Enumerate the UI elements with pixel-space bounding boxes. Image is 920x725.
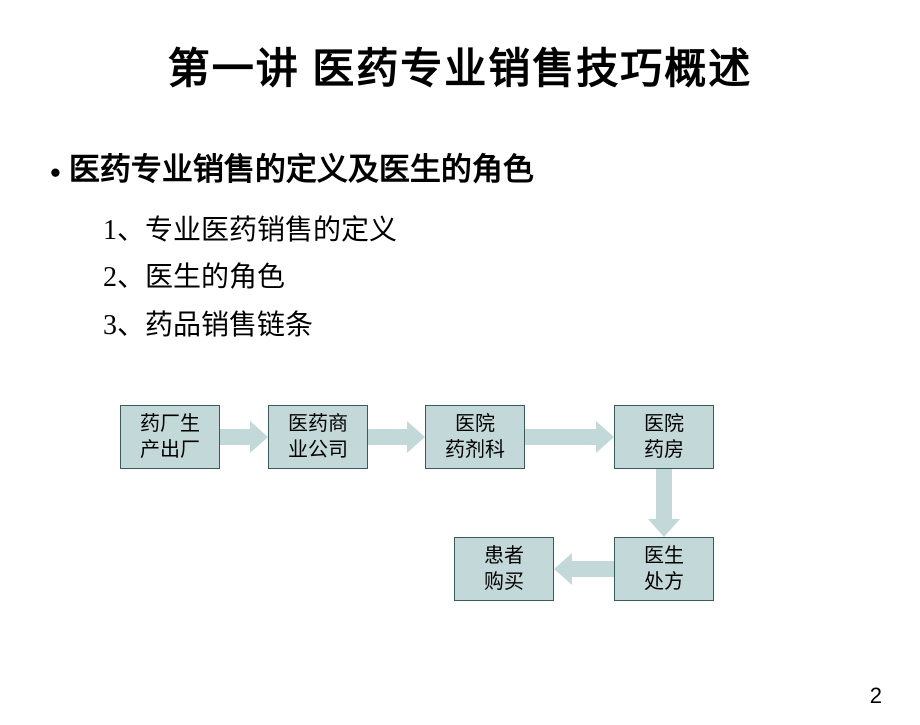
flowchart-node: 医生 处方 xyxy=(614,537,714,601)
flowchart-node: 患者 购买 xyxy=(454,537,554,601)
arrow-right-icon xyxy=(525,421,614,453)
flowchart-node: 医院 药剂科 xyxy=(425,405,525,469)
flowchart-node: 药厂生 产出厂 xyxy=(120,405,220,469)
bullet-icon: • xyxy=(50,155,61,190)
flowchart-node: 医院 药房 xyxy=(614,405,714,469)
arrow-right-icon xyxy=(368,421,425,453)
page-number: 2 xyxy=(870,683,882,709)
list-item: 3、药品销售链条 xyxy=(103,304,920,347)
arrow-right-icon xyxy=(220,421,268,453)
list-item: 1、专业医药销售的定义 xyxy=(103,209,920,252)
section-heading: •医药专业销售的定义及医生的角色 xyxy=(50,144,920,191)
page-title: 第一讲 医药专业销售技巧概述 xyxy=(0,35,920,96)
arrow-left-icon xyxy=(554,553,614,585)
numbered-list: 1、专业医药销售的定义 2、医生的角色 3、药品销售链条 xyxy=(103,209,920,347)
list-item: 2、医生的角色 xyxy=(103,256,920,299)
arrow-down-icon xyxy=(648,469,680,537)
section-heading-text: 医药专业销售的定义及医生的角色 xyxy=(69,152,534,187)
flowchart: 药厂生 产出厂医药商 业公司医院 药剂科 医院 药房患者 购买医生 处方 xyxy=(0,405,920,685)
flowchart-node: 医药商 业公司 xyxy=(268,405,368,469)
